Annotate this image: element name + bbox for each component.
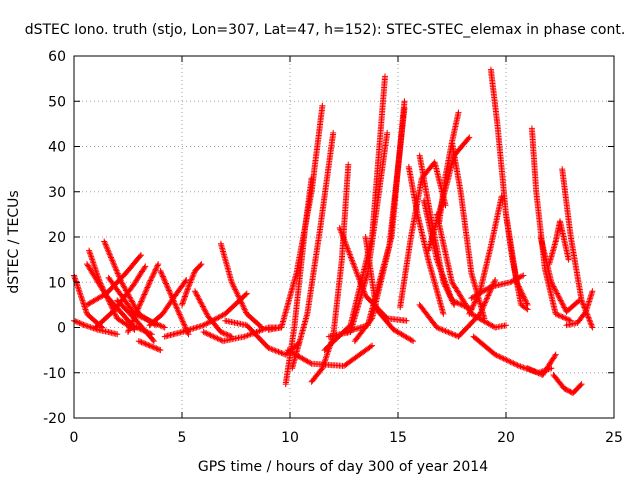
x-tick-label: 15 [389, 430, 407, 446]
series-markers [125, 261, 162, 335]
series-arc31 [397, 159, 449, 311]
series-arc51 [524, 351, 559, 378]
series-markers [84, 252, 144, 308]
y-tick-label: 0 [57, 321, 66, 337]
series-arc49 [563, 288, 596, 329]
series-markers [550, 372, 585, 397]
tick-layer: 0 5 10 15 20 25 -20 -10 0 10 20 30 40 50 60 [43, 49, 623, 446]
series-arc50 [550, 372, 585, 397]
series-arc28 [351, 105, 408, 345]
data-layer [71, 66, 596, 397]
y-tick-label: 40 [48, 140, 66, 156]
series-markers [537, 234, 583, 315]
y-tick-label: 20 [48, 230, 66, 246]
series-markers [546, 218, 572, 268]
series-markers [135, 338, 164, 354]
series-arc37 [449, 139, 488, 322]
series-markers [157, 267, 192, 338]
series-markers [179, 261, 205, 308]
chart-title: dSTEC Iono. truth (stjo, Lon=307, Lat=47… [25, 22, 626, 38]
series-arc30 [362, 234, 417, 345]
x-tick-label: 20 [497, 430, 515, 446]
y-axis-label: dSTEC / TECUs [6, 190, 22, 293]
series-arc47 [546, 218, 572, 268]
series-arc42 [416, 277, 499, 340]
series-arc17 [217, 240, 265, 331]
y-tick-label: -10 [43, 366, 66, 382]
x-tick-label: 0 [70, 430, 79, 446]
series-arc24 [284, 342, 376, 369]
y-tick-label: 60 [48, 49, 66, 65]
y-tick-label: 10 [48, 275, 66, 291]
series-markers [282, 175, 315, 388]
x-tick-label: 10 [281, 430, 299, 446]
series-arc21 [282, 175, 315, 388]
y-tick-label: 50 [48, 94, 66, 110]
grid-layer [74, 56, 614, 418]
series-arc11 [135, 338, 164, 354]
series-arc14 [179, 261, 205, 308]
series-arc44 [503, 211, 531, 313]
series-markers [449, 139, 488, 322]
series-markers [217, 240, 265, 331]
series-markers [284, 342, 376, 369]
series-markers [362, 234, 417, 345]
series-arc22 [289, 129, 337, 372]
y-tick-label: -20 [43, 411, 66, 427]
x-axis-label: GPS time / hours of day 300 of year 2014 [198, 459, 488, 475]
series-markers [351, 105, 408, 345]
y-tick-label: 30 [48, 185, 66, 201]
series-arc10 [125, 261, 162, 335]
x-tick-label: 5 [178, 430, 187, 446]
series-arc07 [84, 252, 144, 308]
series-markers [289, 129, 337, 372]
series-markers [524, 351, 559, 378]
series-arc13 [157, 267, 192, 338]
series-markers [503, 211, 531, 313]
series-markers [563, 288, 596, 329]
series-markers [397, 159, 449, 311]
x-tick-label: 25 [605, 430, 623, 446]
series-markers [416, 277, 499, 340]
series-arc46 [537, 234, 583, 315]
